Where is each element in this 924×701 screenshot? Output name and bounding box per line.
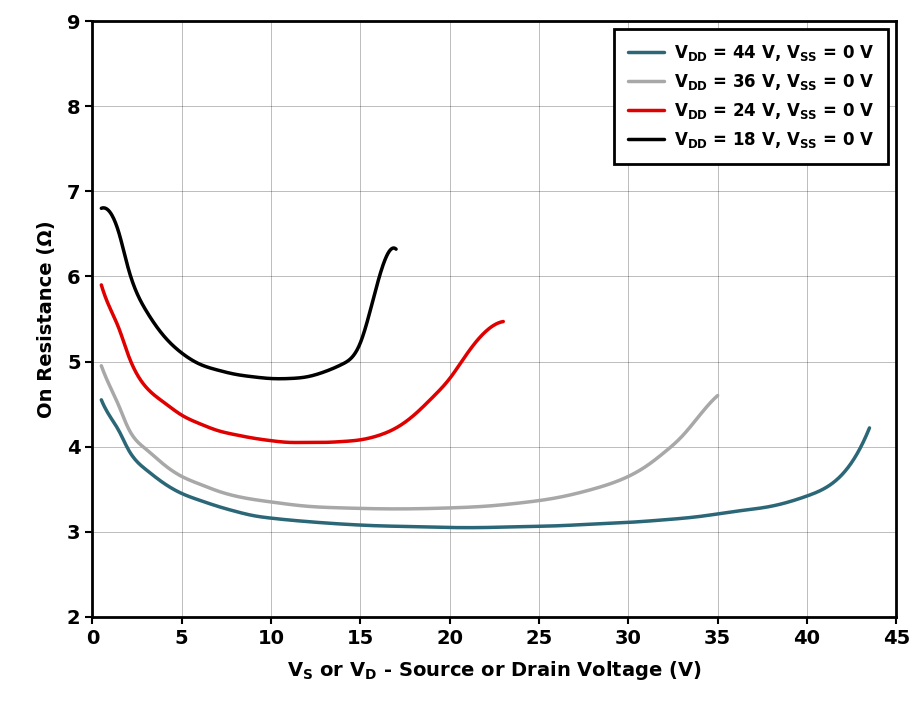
Line: $\mathbf{V_{DD}}$ = 18 V, $\mathbf{V_{SS}}$ = 0 V: $\mathbf{V_{DD}}$ = 18 V, $\mathbf{V_{SS… xyxy=(102,208,396,379)
$\mathbf{V_{DD}}$ = 44 V, $\mathbf{V_{SS}}$ = 0 V xyxy=(467,524,478,532)
$\mathbf{V_{DD}}$ = 18 V, $\mathbf{V_{SS}}$ = 0 V xyxy=(238,372,249,380)
$\mathbf{V_{DD}}$ = 24 V, $\mathbf{V_{SS}}$ = 0 V xyxy=(426,394,437,402)
$\mathbf{V_{DD}}$ = 24 V, $\mathbf{V_{SS}}$ = 0 V xyxy=(498,318,509,326)
$\mathbf{V_{DD}}$ = 18 V, $\mathbf{V_{SS}}$ = 0 V xyxy=(338,359,349,367)
$\mathbf{V_{DD}}$ = 24 V, $\mathbf{V_{SS}}$ = 0 V xyxy=(314,438,325,447)
$\mathbf{V_{DD}}$ = 24 V, $\mathbf{V_{SS}}$ = 0 V xyxy=(335,437,346,446)
$\mathbf{V_{DD}}$ = 44 V, $\mathbf{V_{SS}}$ = 0 V xyxy=(461,524,472,532)
$\mathbf{V_{DD}}$ = 36 V, $\mathbf{V_{SS}}$ = 0 V xyxy=(464,503,475,511)
$\mathbf{V_{DD}}$ = 18 V, $\mathbf{V_{SS}}$ = 0 V xyxy=(98,204,109,212)
Line: $\mathbf{V_{DD}}$ = 44 V, $\mathbf{V_{SS}}$ = 0 V: $\mathbf{V_{DD}}$ = 44 V, $\mathbf{V_{SS… xyxy=(102,400,869,528)
$\mathbf{V_{DD}}$ = 44 V, $\mathbf{V_{SS}}$ = 0 V xyxy=(462,524,473,532)
$\mathbf{V_{DD}}$ = 44 V, $\mathbf{V_{SS}}$ = 0 V xyxy=(727,508,738,516)
$\mathbf{V_{DD}}$ = 44 V, $\mathbf{V_{SS}}$ = 0 V xyxy=(554,522,565,530)
$\mathbf{V_{DD}}$ = 18 V, $\mathbf{V_{SS}}$ = 0 V xyxy=(391,245,402,253)
$\mathbf{V_{DD}}$ = 44 V, $\mathbf{V_{SS}}$ = 0 V xyxy=(864,423,875,432)
$\mathbf{V_{DD}}$ = 18 V, $\mathbf{V_{SS}}$ = 0 V xyxy=(237,372,248,380)
$\mathbf{V_{DD}}$ = 24 V, $\mathbf{V_{SS}}$ = 0 V xyxy=(286,438,298,447)
$\mathbf{V_{DD}}$ = 24 V, $\mathbf{V_{SS}}$ = 0 V xyxy=(289,438,300,447)
$\mathbf{V_{DD}}$ = 44 V, $\mathbf{V_{SS}}$ = 0 V xyxy=(847,457,858,465)
Y-axis label: On Resistance (Ω): On Resistance (Ω) xyxy=(37,220,55,418)
$\mathbf{V_{DD}}$ = 36 V, $\mathbf{V_{SS}}$ = 0 V xyxy=(390,505,401,513)
$\mathbf{V_{DD}}$ = 18 V, $\mathbf{V_{SS}}$ = 0 V xyxy=(96,204,107,212)
$\mathbf{V_{DD}}$ = 36 V, $\mathbf{V_{SS}}$ = 0 V xyxy=(388,505,399,513)
$\mathbf{V_{DD}}$ = 36 V, $\mathbf{V_{SS}}$ = 0 V xyxy=(712,391,723,400)
Legend: $\mathbf{V_{DD}}$ = 44 V, $\mathbf{V_{SS}}$ = 0 V, $\mathbf{V_{DD}}$ = 36 V, $\m: $\mathbf{V_{DD}}$ = 44 V, $\mathbf{V_{SS… xyxy=(614,29,888,163)
$\mathbf{V_{DD}}$ = 44 V, $\mathbf{V_{SS}}$ = 0 V xyxy=(513,522,524,531)
$\mathbf{V_{DD}}$ = 18 V, $\mathbf{V_{SS}}$ = 0 V xyxy=(384,246,395,254)
$\mathbf{V_{DD}}$ = 36 V, $\mathbf{V_{SS}}$ = 0 V xyxy=(96,362,107,370)
$\mathbf{V_{DD}}$ = 24 V, $\mathbf{V_{SS}}$ = 0 V xyxy=(96,280,107,289)
$\mathbf{V_{DD}}$ = 36 V, $\mathbf{V_{SS}}$ = 0 V xyxy=(699,406,710,414)
$\mathbf{V_{DD}}$ = 18 V, $\mathbf{V_{SS}}$ = 0 V xyxy=(274,374,285,383)
$\mathbf{V_{DD}}$ = 44 V, $\mathbf{V_{SS}}$ = 0 V xyxy=(96,395,107,404)
$\mathbf{V_{DD}}$ = 36 V, $\mathbf{V_{SS}}$ = 0 V xyxy=(431,504,442,512)
X-axis label: V$_\mathrm{S}$ or V$_\mathrm{D}$ - Source or Drain Voltage (V): V$_\mathrm{S}$ or V$_\mathrm{D}$ - Sourc… xyxy=(287,659,701,682)
$\mathbf{V_{DD}}$ = 18 V, $\mathbf{V_{SS}}$ = 0 V xyxy=(272,374,283,383)
$\mathbf{V_{DD}}$ = 24 V, $\mathbf{V_{SS}}$ = 0 V xyxy=(290,438,301,447)
Line: $\mathbf{V_{DD}}$ = 24 V, $\mathbf{V_{SS}}$ = 0 V: $\mathbf{V_{DD}}$ = 24 V, $\mathbf{V_{SS… xyxy=(102,285,504,442)
$\mathbf{V_{DD}}$ = 24 V, $\mathbf{V_{SS}}$ = 0 V xyxy=(489,320,500,329)
Line: $\mathbf{V_{DD}}$ = 36 V, $\mathbf{V_{SS}}$ = 0 V: $\mathbf{V_{DD}}$ = 36 V, $\mathbf{V_{SS… xyxy=(102,366,718,509)
$\mathbf{V_{DD}}$ = 36 V, $\mathbf{V_{SS}}$ = 0 V xyxy=(602,480,614,489)
$\mathbf{V_{DD}}$ = 18 V, $\mathbf{V_{SS}}$ = 0 V xyxy=(256,374,267,382)
$\mathbf{V_{DD}}$ = 36 V, $\mathbf{V_{SS}}$ = 0 V xyxy=(394,505,405,513)
